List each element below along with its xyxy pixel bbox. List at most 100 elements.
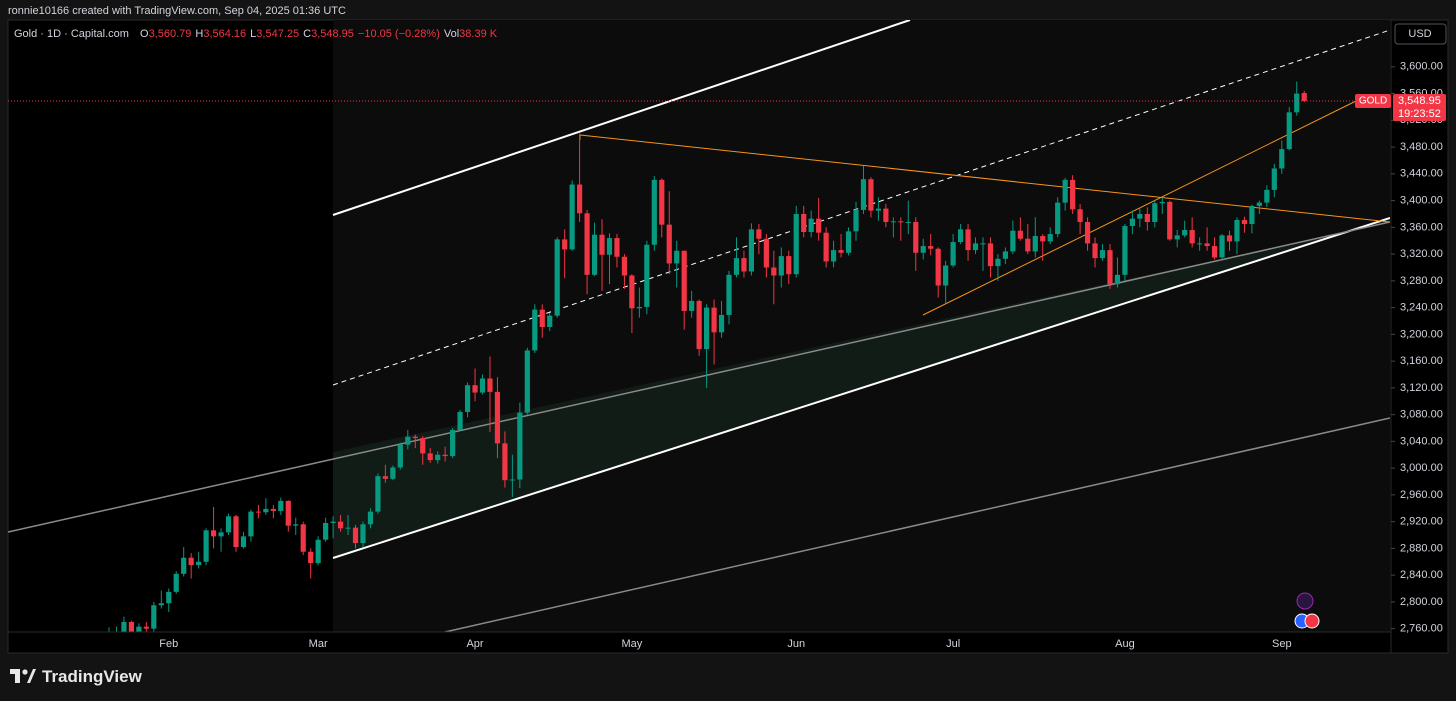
y-tick-label: 3,080.00 [1400,409,1443,421]
footer: TradingView [10,667,142,687]
brand-logo [10,669,36,683]
candle-body [987,243,994,267]
candle-body [532,309,538,351]
candle-body [1219,235,1225,258]
x-tick-label: Mar [309,638,328,650]
y-tick-label: 2,880.00 [1400,542,1443,554]
candle-body [412,436,418,439]
candle-body [1174,235,1180,240]
event-icon [1304,613,1320,629]
x-tick-label: Feb [159,638,178,650]
currency-box [1394,23,1447,45]
candle-body [1271,168,1277,190]
candle-body [308,551,314,564]
gray-trendline [444,417,1390,632]
candle-body [830,250,837,262]
candle-body [509,479,515,481]
event-icon [1296,592,1314,610]
candle-body [733,258,740,275]
candle-body [1062,179,1068,203]
candle-body [1159,201,1165,204]
candle-body [1197,243,1203,245]
candle-body [136,626,142,632]
y-tick-label: 2,920.00 [1400,516,1443,528]
candle-body [1189,230,1195,244]
candle-body [173,573,179,592]
candle-body [1084,221,1091,244]
candle-body [1182,230,1188,236]
y-tick-label: 3,600.00 [1400,61,1443,73]
candle-body [771,267,777,276]
candle-body [786,256,792,275]
candle-body [674,250,680,264]
x-tick-label: May [622,638,643,650]
candle-body [390,467,396,479]
legend-value: 3,564.16 [203,28,247,40]
candle-body [472,385,478,393]
y-tick-label: 3,280.00 [1400,275,1443,287]
gray-trendline [8,221,1390,533]
shaded-range [333,20,1390,632]
candle-body [689,300,695,311]
y-tick-label: 3,040.00 [1400,435,1443,447]
candle-body [562,239,568,250]
legend-volume: 38.39 K [459,28,498,40]
candle-body [502,443,508,481]
y-tick-label: 2,800.00 [1400,596,1443,608]
candle-body [1002,251,1008,259]
candle-body [1234,219,1240,242]
candle-body [210,530,217,537]
candle-body [629,275,635,309]
x-tick-label: Sep [1272,638,1292,650]
candle-body [121,621,127,632]
candle-body [1137,213,1143,219]
candle-body [293,524,299,526]
candle-body [427,453,433,461]
candle-body [1092,243,1098,259]
candle-body [935,248,941,286]
candle-body [928,246,934,249]
candle-body [420,438,426,454]
candle-body [442,454,448,457]
orange-trendline [579,134,1390,223]
y-tick-label: 2,960.00 [1400,489,1443,501]
y-tick-label: 2,760.00 [1400,623,1443,635]
candle-body [539,309,545,328]
candle-body [763,238,769,268]
candle-body [487,378,493,392]
candle-body [853,209,859,232]
candle-body [188,557,194,566]
candle-body [270,508,276,511]
candle-body [360,524,366,544]
candle-body [1025,238,1031,252]
candle-body [524,350,530,413]
x-tick-label: Apr [466,638,483,650]
candle-body [950,242,956,266]
candle-body [1264,189,1270,203]
candle-body [1017,230,1023,239]
candle-body [569,184,575,250]
candle-body [128,621,135,632]
candle-body [696,300,702,350]
candle-body [1204,243,1210,247]
candle-body [845,231,852,253]
candle-body [957,229,964,243]
candle-body [621,256,628,276]
x-tick-label: Jul [946,638,960,650]
candle-body [255,511,261,513]
candle-body [1129,218,1135,227]
symbol-tag: GOLD [1359,96,1387,107]
candle-body [905,221,911,223]
legend-change: −10.05 (−0.28%) [357,28,440,40]
candle-body [196,561,202,566]
upper-trendline [332,20,911,216]
candle-body [823,232,829,262]
candle-body [644,244,650,307]
candle-body [808,218,814,233]
candle-body [1249,205,1255,224]
candle-body [345,527,351,529]
price-tag-bg [1393,93,1446,121]
brand: TradingView [42,667,142,686]
candle-body [1286,112,1292,150]
